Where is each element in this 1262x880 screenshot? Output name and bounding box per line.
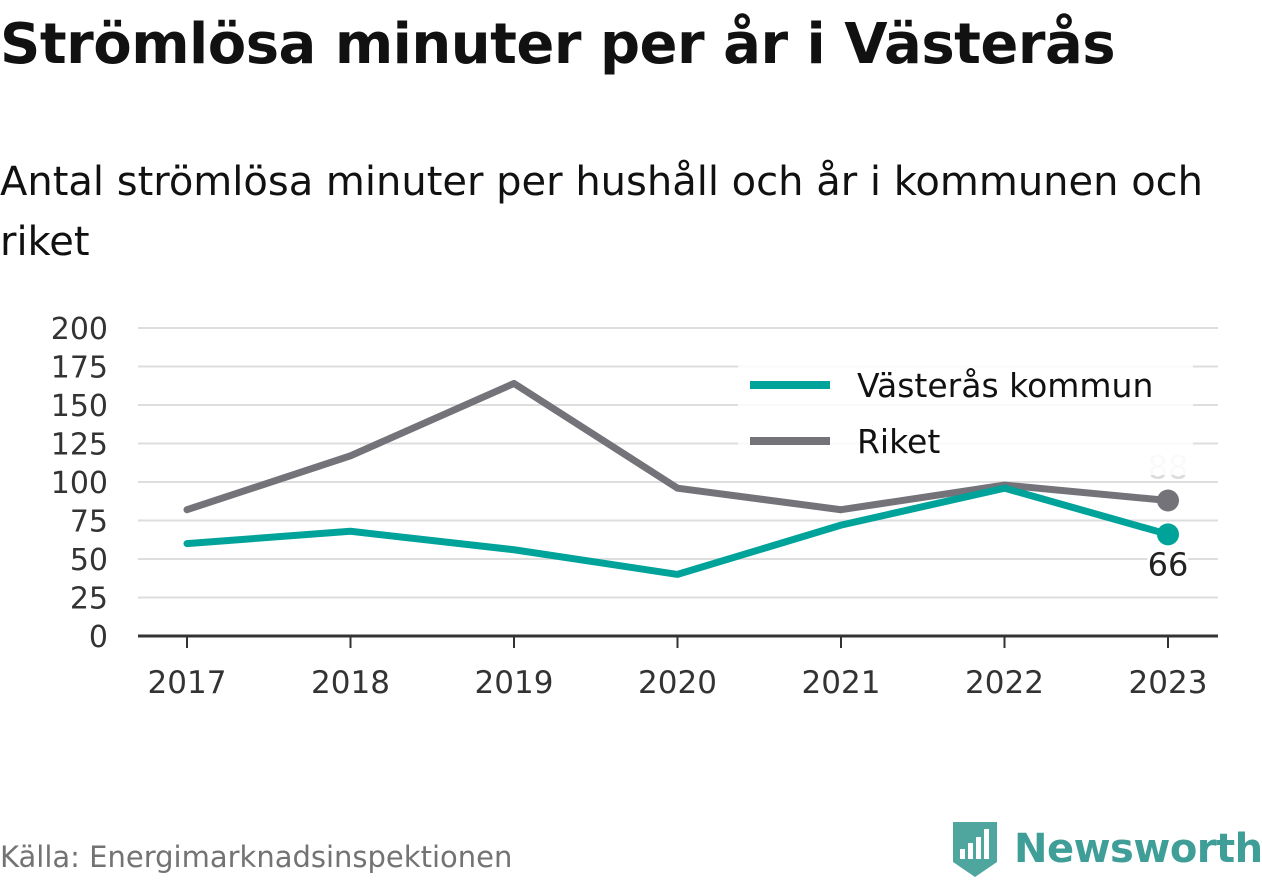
y-tick-label: 100 <box>51 466 108 501</box>
source-note: Källa: Energimarknadsinspektionen <box>0 840 513 874</box>
x-tick-label: 2022 <box>965 665 1044 701</box>
brand-logo: Newsworthy <box>950 818 1262 880</box>
series-end-point <box>1157 489 1179 512</box>
x-tick-label: 2019 <box>475 665 554 701</box>
data-label: 66 <box>1148 545 1189 583</box>
x-tick-label: 2021 <box>802 665 881 701</box>
y-tick-label: 50 <box>70 543 108 578</box>
legend-label: Riket <box>857 422 940 461</box>
x-axis: 2017 2018 2019 2020 2021 2022 2023 <box>138 634 1218 701</box>
grid-lines <box>138 327 1218 599</box>
brand-name: Newsworthy <box>1014 826 1262 872</box>
series-line <box>183 484 1172 578</box>
y-tick-label: 150 <box>51 389 108 424</box>
x-tick-label: 2017 <box>148 665 227 701</box>
y-tick-label: 0 <box>89 620 108 655</box>
x-tick-label: 2020 <box>638 665 717 701</box>
y-tick-label: 25 <box>70 582 108 617</box>
page-title: Strömlösa minuter per år i Västerås <box>0 12 1116 77</box>
newsworthy-logo-icon <box>953 822 997 877</box>
legend: Västerås kommun Riket <box>738 355 1193 475</box>
x-tick-label: 2023 <box>1129 665 1208 701</box>
x-tick-label: 2018 <box>311 665 390 701</box>
y-tick-label: 75 <box>70 505 108 540</box>
series-end-point <box>1157 523 1179 546</box>
legend-background <box>738 355 1193 475</box>
legend-label: Västerås kommun <box>857 366 1153 405</box>
y-tick-label: 125 <box>51 428 108 463</box>
y-tick-label: 175 <box>51 351 108 386</box>
page-subtitle: Antal strömlösa minuter per hushåll och … <box>0 159 1204 265</box>
y-tick-label: 200 <box>51 312 108 347</box>
